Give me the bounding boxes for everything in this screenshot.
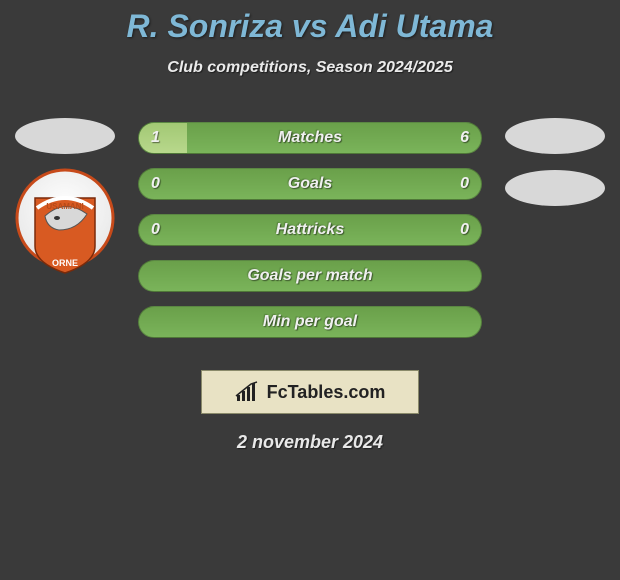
club-badge-right: [505, 170, 605, 206]
stat-bar-matches: 1 Matches 6: [138, 122, 482, 154]
stat-value-right: 0: [460, 169, 469, 199]
stat-label: Min per goal: [139, 307, 481, 337]
stat-bar-goals-per-match: Goals per match: [138, 260, 482, 292]
brand-chart-icon: [235, 381, 261, 403]
svg-text:ORNE: ORNE: [52, 258, 78, 268]
stat-label: Goals: [139, 169, 481, 199]
stat-bar-hattricks: 0 Hattricks 0: [138, 214, 482, 246]
stats-bars: 1 Matches 6 0 Goals 0 0 Hattricks 0 Goal…: [138, 122, 482, 338]
stat-label: Matches: [139, 123, 481, 153]
stat-label: Goals per match: [139, 261, 481, 291]
stat-label: Hattricks: [139, 215, 481, 245]
page-title: R. Sonriza vs Adi Utama: [0, 0, 620, 45]
svg-text:USAMANI: USAMANI: [46, 202, 83, 211]
brand-label: FcTables.com: [267, 382, 386, 403]
stat-bar-min-per-goal: Min per goal: [138, 306, 482, 338]
stat-value-right: 6: [460, 123, 469, 153]
subtitle: Club competitions, Season 2024/2025: [0, 59, 620, 77]
player-avatar-left: [15, 118, 115, 154]
brand-box[interactable]: FcTables.com: [201, 370, 419, 414]
right-player-column: [495, 118, 615, 220]
player-avatar-right: [505, 118, 605, 154]
date-label: 2 november 2024: [0, 432, 620, 453]
stat-value-right: 0: [460, 215, 469, 245]
stat-bar-goals: 0 Goals 0: [138, 168, 482, 200]
left-player-column: USAMANI ORNE: [5, 118, 125, 278]
club-badge-left: USAMANI ORNE: [15, 168, 115, 278]
